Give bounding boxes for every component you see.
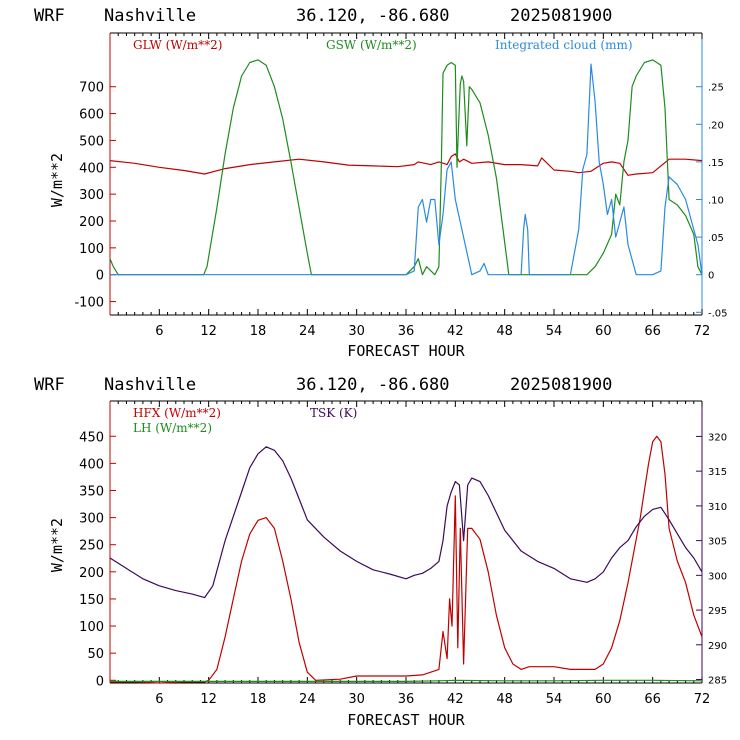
y2-tick-label: .10 bbox=[708, 195, 724, 206]
x-tick-label: 12 bbox=[200, 324, 217, 339]
y2-tick-label: 300 bbox=[708, 571, 727, 582]
x-tick-label: 18 bbox=[250, 692, 267, 707]
y2-tick-label: 310 bbox=[708, 502, 727, 513]
y2-tick-label: 295 bbox=[708, 606, 727, 617]
y-tick-label: 200 bbox=[79, 566, 104, 581]
y2-tick-label: -.05 bbox=[708, 308, 728, 319]
series-line-purple bbox=[109, 446, 703, 599]
legend-gsw: GSW (W/m**2) bbox=[326, 38, 417, 52]
header-model: WRF bbox=[34, 375, 65, 395]
x-tick-label: 60 bbox=[595, 324, 612, 339]
legend-glw: GLW (W/m**2) bbox=[133, 38, 222, 52]
x-tick-label: 6 bbox=[155, 324, 163, 339]
chart-top: WRF Nashville 36.120, -86.680 2025081900… bbox=[34, 6, 728, 360]
header-location: Nashville bbox=[104, 375, 196, 395]
y-tick-label: 200 bbox=[79, 215, 104, 230]
x-axis-label: FORECAST HOUR bbox=[347, 711, 465, 729]
x-tick-label: 42 bbox=[447, 324, 464, 339]
y2-tick-label: .20 bbox=[708, 120, 724, 131]
y-tick-label: 600 bbox=[79, 108, 104, 123]
x-tick-label: 12 bbox=[200, 692, 217, 707]
y-axis-label: W/m**2 bbox=[48, 153, 66, 207]
y-tick-label: 50 bbox=[87, 647, 104, 662]
legend-cloud: Integrated cloud (mm) bbox=[495, 38, 633, 52]
y-tick-label: 300 bbox=[79, 188, 104, 203]
x-tick-label: 42 bbox=[447, 692, 464, 707]
y-tick-label: 0 bbox=[96, 269, 104, 284]
header-date: 2025081900 bbox=[510, 375, 612, 395]
x-tick-label: 66 bbox=[644, 692, 661, 707]
y-tick-label: 350 bbox=[79, 484, 104, 499]
y2-tick-label: 290 bbox=[708, 641, 727, 652]
x-tick-label: 30 bbox=[348, 324, 365, 339]
x-tick-label: 54 bbox=[546, 692, 563, 707]
x-tick-label: 48 bbox=[496, 692, 513, 707]
y2-tick-label: 285 bbox=[708, 676, 727, 687]
y-tick-label: 0 bbox=[96, 674, 104, 689]
y-tick-label: 250 bbox=[79, 539, 104, 554]
x-tick-label: 60 bbox=[595, 692, 612, 707]
legend-lh: LH (W/m**2) bbox=[133, 421, 212, 435]
y-tick-label: 100 bbox=[79, 620, 104, 635]
series-line-red bbox=[110, 435, 703, 684]
header-model: WRF bbox=[34, 6, 65, 26]
x-tick-label: 24 bbox=[299, 692, 316, 707]
y-tick-label: 400 bbox=[79, 161, 104, 176]
series-line-blue bbox=[110, 63, 703, 276]
y-tick-label: 700 bbox=[79, 81, 104, 96]
x-tick-label: 6 bbox=[155, 692, 163, 707]
y2-tick-label: 315 bbox=[708, 467, 727, 478]
x-tick-label: 54 bbox=[546, 324, 563, 339]
y-tick-label: 100 bbox=[79, 242, 104, 257]
legend-tsk: TSK (K) bbox=[310, 406, 357, 420]
x-tick-label: 36 bbox=[398, 692, 415, 707]
x-tick-label: 36 bbox=[398, 324, 415, 339]
x-tick-label: 66 bbox=[644, 324, 661, 339]
y2-tick-label: 320 bbox=[708, 432, 727, 443]
header-coords: 36.120, -86.680 bbox=[296, 375, 450, 395]
y2-tick-label: 305 bbox=[708, 537, 727, 548]
x-tick-label: 18 bbox=[250, 324, 267, 339]
y-tick-label: 450 bbox=[79, 430, 104, 445]
y2-tick-label: .05 bbox=[708, 233, 724, 244]
chart-bottom: WRF Nashville 36.120, -86.680 2025081900… bbox=[34, 375, 727, 729]
y-tick-label: -100 bbox=[74, 296, 104, 311]
y-tick-label: 300 bbox=[79, 512, 104, 527]
y2-tick-label: 0 bbox=[708, 271, 714, 282]
y2-tick-label: .15 bbox=[708, 158, 724, 169]
header-coords: 36.120, -86.680 bbox=[296, 6, 450, 26]
x-axis-label: FORECAST HOUR bbox=[347, 342, 465, 360]
header-date: 2025081900 bbox=[510, 6, 612, 26]
series-line-green bbox=[110, 679, 703, 683]
x-tick-label: 72 bbox=[694, 324, 711, 339]
y-axis-label: W/m**2 bbox=[48, 518, 66, 572]
header-location: Nashville bbox=[104, 6, 196, 26]
x-tick-label: 30 bbox=[348, 692, 365, 707]
y-tick-label: 500 bbox=[79, 134, 104, 149]
legend-hfx: HFX (W/m**2) bbox=[133, 406, 221, 420]
y-tick-label: 400 bbox=[79, 457, 104, 472]
y2-tick-label: .25 bbox=[708, 83, 724, 94]
series-line-red bbox=[109, 153, 703, 176]
x-tick-label: 24 bbox=[299, 324, 316, 339]
y-tick-label: 150 bbox=[79, 593, 104, 608]
x-tick-label: 72 bbox=[694, 692, 711, 707]
series-line-green bbox=[109, 59, 703, 276]
x-tick-label: 48 bbox=[496, 324, 513, 339]
